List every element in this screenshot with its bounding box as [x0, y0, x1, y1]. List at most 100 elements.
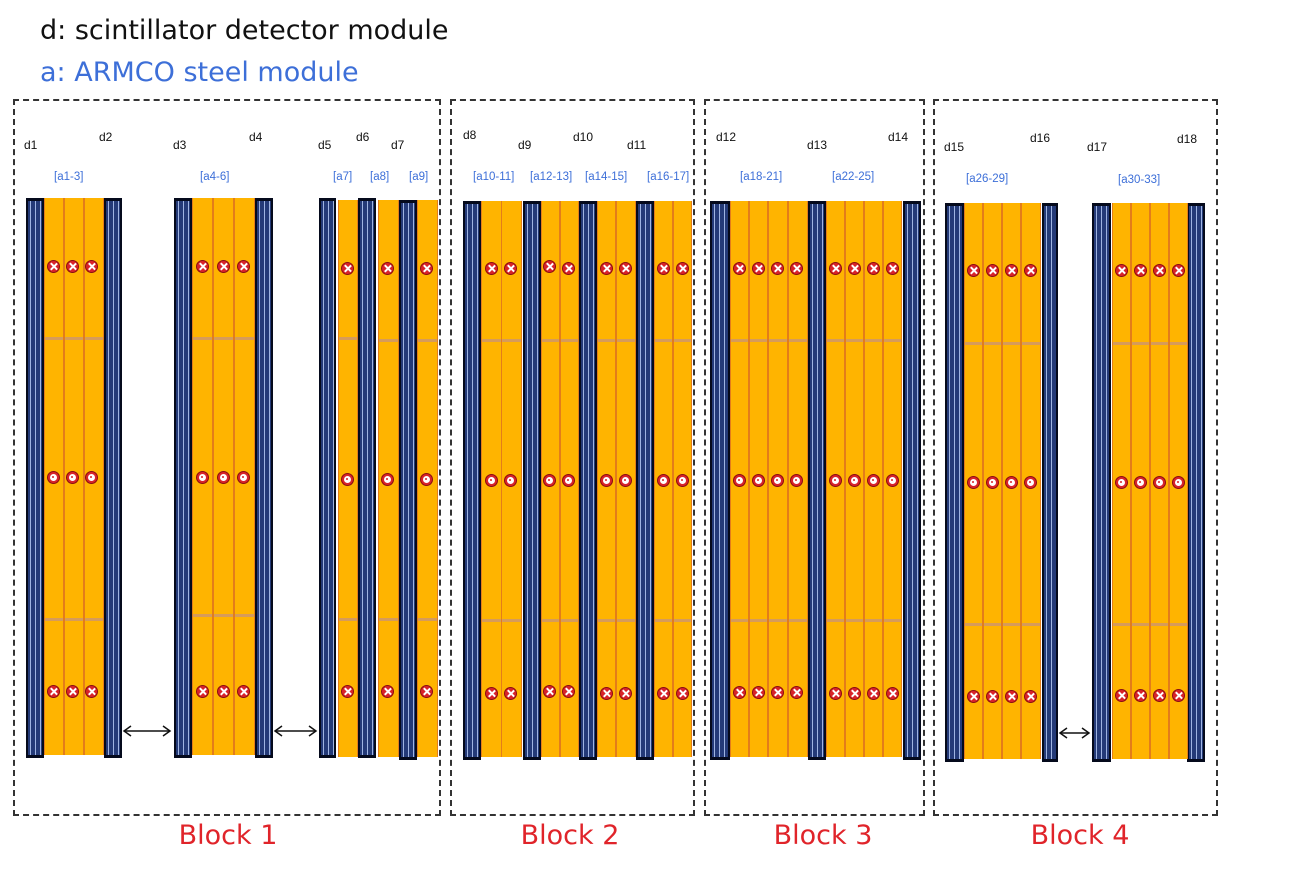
cross-in-circle-icon	[732, 261, 746, 275]
steel-seam	[617, 619, 635, 622]
cross-in-circle-icon	[656, 686, 670, 700]
steel-seam	[235, 614, 254, 617]
cross-in-circle-icon	[561, 261, 575, 275]
cross-in-circle-icon	[675, 686, 689, 700]
cross-in-circle-icon	[1171, 688, 1185, 702]
dot-in-circle-icon	[1152, 475, 1166, 489]
steel-label-11: [a22-25]	[832, 171, 875, 183]
detector-module-d13	[808, 201, 826, 760]
cross-in-circle-icon	[618, 261, 632, 275]
dot-in-circle-icon	[618, 473, 632, 487]
steel-seam	[193, 337, 212, 340]
block-frame-4	[933, 99, 1218, 816]
cross-in-circle-icon	[380, 261, 394, 275]
detector-module-d2	[104, 198, 122, 758]
steel-seam	[731, 339, 748, 342]
steel-seam	[561, 339, 578, 342]
steel-seam	[45, 337, 63, 340]
steel-label-4: [a8]	[370, 171, 390, 183]
cross-in-circle-icon	[542, 259, 556, 273]
detector-label-d2: d2	[99, 130, 113, 144]
cross-in-circle-icon	[1004, 263, 1018, 277]
steel-seam	[502, 339, 521, 342]
steel-seam	[1151, 342, 1168, 345]
cross-in-circle-icon	[419, 684, 433, 698]
cross-in-circle-icon	[195, 259, 209, 273]
dot-in-circle-icon	[789, 473, 803, 487]
steel-seam	[655, 619, 672, 622]
cross-in-circle-icon	[1114, 688, 1128, 702]
detector-module-d7	[399, 200, 417, 760]
steel-seam	[984, 623, 1001, 626]
detector-label-d16: d16	[1030, 131, 1051, 145]
dot-in-circle-icon	[195, 470, 209, 484]
steel-seam	[1151, 623, 1168, 626]
dot-in-circle-icon	[503, 473, 517, 487]
cross-in-circle-icon	[985, 263, 999, 277]
cross-in-circle-icon	[985, 689, 999, 703]
cross-in-circle-icon	[1114, 263, 1128, 277]
cross-in-circle-icon	[770, 685, 784, 699]
steel-seam	[598, 339, 615, 342]
cross-in-circle-icon	[866, 261, 880, 275]
dot-in-circle-icon	[966, 475, 980, 489]
cross-in-circle-icon	[1023, 263, 1037, 277]
cross-in-circle-icon	[751, 685, 765, 699]
steel-seam	[542, 619, 559, 622]
steel-seam	[214, 337, 233, 340]
steel-seam	[379, 618, 398, 621]
dot-in-circle-icon	[1133, 475, 1147, 489]
cross-in-circle-icon	[966, 263, 980, 277]
detector-module-d4	[255, 198, 273, 758]
steel-seam	[542, 339, 559, 342]
detector-label-d7: d7	[391, 138, 405, 152]
cross-in-circle-icon	[656, 261, 670, 275]
steel-seam	[1113, 623, 1130, 626]
cross-in-circle-icon	[419, 261, 433, 275]
steel-label-1: [a1-3]	[54, 171, 84, 183]
dot-in-circle-icon	[985, 475, 999, 489]
steel-label-10: [a18-21]	[740, 171, 783, 183]
steel-seam	[827, 339, 844, 342]
gap-arrow-3	[1058, 727, 1091, 739]
detector-label-d17: d17	[1087, 140, 1108, 154]
steel-seam	[65, 337, 83, 340]
steel-seam	[65, 618, 83, 621]
steel-seam	[984, 342, 1001, 345]
cross-in-circle-icon	[484, 686, 498, 700]
block-frame-2	[450, 99, 695, 816]
cross-in-circle-icon	[65, 684, 79, 698]
dot-in-circle-icon	[561, 473, 575, 487]
gap-arrow-1	[122, 725, 172, 737]
steel-seam	[865, 339, 882, 342]
cross-in-circle-icon	[216, 259, 230, 273]
steel-seam	[827, 619, 844, 622]
legend-detector: d: scintillator detector module	[40, 15, 449, 46]
cross-in-circle-icon	[847, 686, 861, 700]
block-label-1: Block 1	[178, 820, 278, 851]
dot-in-circle-icon	[542, 473, 556, 487]
detector-module-d15	[945, 203, 964, 762]
steel-seam	[731, 619, 748, 622]
cross-in-circle-icon	[618, 686, 632, 700]
cross-in-circle-icon	[789, 261, 803, 275]
steel-label-5: [a9]	[409, 171, 429, 183]
dot-in-circle-icon	[484, 473, 498, 487]
dot-in-circle-icon	[236, 470, 250, 484]
steel-seam	[655, 339, 672, 342]
dot-in-circle-icon	[675, 473, 689, 487]
dot-in-circle-icon	[751, 473, 765, 487]
detector-label-d3: d3	[173, 138, 187, 152]
block-frame-1	[13, 99, 441, 816]
detector-module-d3	[174, 198, 192, 758]
cross-in-circle-icon	[236, 684, 250, 698]
steel-seam	[965, 342, 982, 345]
steel-label-12: [a26-29]	[966, 173, 1009, 185]
cross-in-circle-icon	[195, 684, 209, 698]
dot-in-circle-icon	[46, 470, 60, 484]
gap-arrow-2	[273, 725, 318, 737]
steel-seam	[1170, 342, 1187, 345]
cross-in-circle-icon	[484, 261, 498, 275]
cross-in-circle-icon	[1023, 689, 1037, 703]
steel-seam	[418, 618, 437, 621]
